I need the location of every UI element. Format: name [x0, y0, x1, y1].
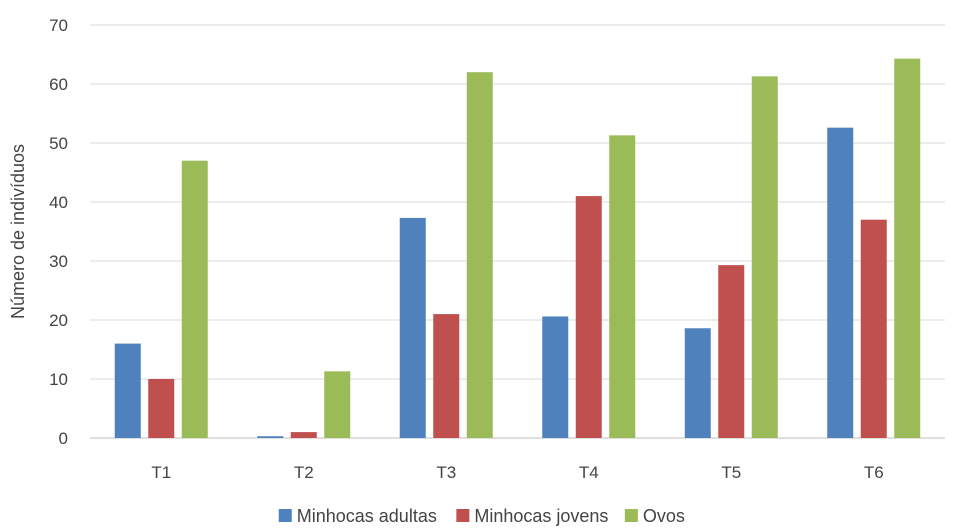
x-tick-label: T6 — [864, 463, 884, 482]
bar — [290, 432, 317, 438]
legend: Minhocas adultas Minhocas jovens Ovos — [278, 506, 685, 526]
legend-item: Ovos — [624, 506, 685, 526]
y-tick-label: 60 — [49, 75, 68, 94]
bar — [181, 160, 208, 438]
legend-swatch — [624, 509, 638, 522]
y-tick-label: 70 — [49, 16, 68, 35]
bar — [466, 72, 493, 438]
bar — [609, 135, 636, 438]
legend-label: Minhocas jovens — [474, 506, 608, 526]
y-tick-label: 50 — [49, 134, 68, 153]
bar — [860, 219, 887, 438]
bar — [433, 314, 460, 438]
legend-label: Ovos — [643, 506, 685, 526]
legend-swatch — [278, 509, 292, 522]
y-tick-label: 0 — [59, 429, 68, 448]
bar — [684, 328, 711, 438]
y-tick-label: 40 — [49, 193, 68, 212]
x-tick-label: T4 — [579, 463, 599, 482]
legend-item: Minhocas jovens — [456, 506, 608, 526]
y-tick-label: 10 — [49, 370, 68, 389]
bar — [718, 265, 745, 438]
bar — [114, 343, 141, 438]
bars — [114, 58, 921, 438]
x-tick-label: T2 — [294, 463, 314, 482]
legend-label: Minhocas adultas — [297, 506, 437, 526]
gridlines — [90, 24, 945, 439]
bar — [324, 371, 351, 438]
bar — [257, 436, 284, 438]
bar — [399, 217, 426, 438]
bar — [751, 76, 778, 438]
legend-item: Minhocas adultas — [278, 506, 437, 526]
bar — [148, 379, 175, 438]
bar — [542, 316, 569, 438]
x-tick-label: T3 — [436, 463, 456, 482]
bar — [894, 58, 921, 438]
bar — [827, 127, 854, 438]
bar — [575, 196, 602, 438]
y-axis-title: Número de indivíduos — [8, 144, 28, 319]
legend-swatch — [456, 509, 470, 522]
y-tick-label: 30 — [49, 252, 68, 271]
x-tick-label: T1 — [151, 463, 171, 482]
x-tick-label: T5 — [721, 463, 741, 482]
axes: 0 10 20 30 40 50 60 70 T1 T2 T3 T4 T5 T6 — [49, 16, 884, 482]
y-tick-label: 20 — [49, 311, 68, 330]
